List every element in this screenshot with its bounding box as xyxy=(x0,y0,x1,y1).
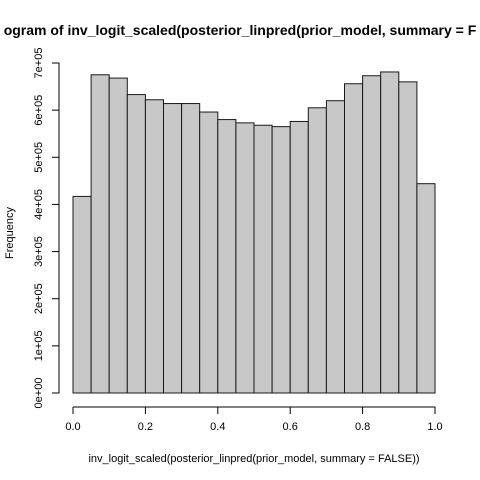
histogram-bar xyxy=(271,126,291,394)
histogram-bar xyxy=(253,124,273,394)
histogram-bar xyxy=(307,107,327,394)
histogram-bar xyxy=(380,71,400,394)
histogram-bar xyxy=(325,100,345,394)
histogram-bar xyxy=(362,75,382,394)
x-tick-label: 0.2 xyxy=(138,421,153,433)
x-tick-label: 0.6 xyxy=(283,421,298,433)
x-tick-label: 0.4 xyxy=(210,421,225,433)
histogram-bar xyxy=(398,81,418,394)
y-axis: 0e+00 1e+05 2e+05 3e+05 4e+05 5e+05 6e+05 7e+05 xyxy=(33,48,60,409)
histogram-bar xyxy=(416,183,436,394)
histogram-bar xyxy=(181,103,201,394)
histogram-bar xyxy=(217,119,237,394)
histogram-bar xyxy=(90,74,110,394)
histogram-bar xyxy=(72,195,92,394)
bars-group xyxy=(72,71,436,394)
y-tick-label: 5e+05 xyxy=(33,142,45,173)
x-tick-label: 0.0 xyxy=(65,421,80,433)
histogram-bar xyxy=(199,111,219,394)
histogram-bar xyxy=(289,120,309,394)
histogram-bar xyxy=(344,83,364,394)
histogram-bar xyxy=(144,99,164,394)
x-axis-label: inv_logit_scaled(posterior_linpred(prior… xyxy=(88,453,419,465)
y-axis-label: Frequency xyxy=(4,207,16,259)
x-axis: 0.0 0.2 0.4 0.6 0.8 1.0 xyxy=(65,406,443,433)
y-tick-label: 0e+00 xyxy=(33,378,45,409)
x-tick-label: 1.0 xyxy=(427,421,442,433)
histogram-bar xyxy=(126,94,146,394)
y-tick-label: 2e+05 xyxy=(33,283,45,314)
x-tick-label: 0.8 xyxy=(355,421,370,433)
y-tick-label: 7e+05 xyxy=(33,48,45,79)
histogram-bar xyxy=(235,122,255,394)
y-tick-label: 6e+05 xyxy=(33,95,45,126)
y-tick-label: 3e+05 xyxy=(33,236,45,267)
y-tick-label: 1e+05 xyxy=(33,330,45,361)
chart-title: ogram of inv_logit_scaled(posterior_linp… xyxy=(4,22,477,38)
histogram-bar xyxy=(108,77,128,394)
y-tick-label: 4e+05 xyxy=(33,189,45,220)
histogram-bar xyxy=(163,103,183,394)
